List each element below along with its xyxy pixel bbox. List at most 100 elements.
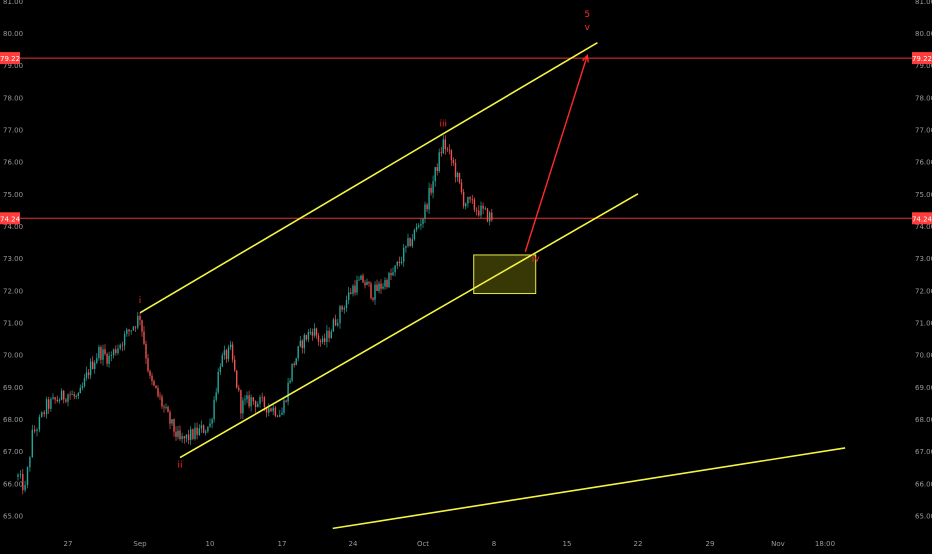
- price-tick-label-left: 71.00: [3, 320, 23, 328]
- candle-body: [147, 358, 149, 372]
- candle-body: [161, 396, 163, 407]
- time-axis[interactable]: [0, 538, 932, 550]
- candle-body: [244, 399, 246, 401]
- drawings-layer[interactable]: [139, 41, 846, 530]
- price-tick-label-right: 78.00: [915, 94, 932, 102]
- candle-body: [200, 425, 203, 429]
- candle-body: [403, 247, 405, 262]
- candle-body: [462, 192, 465, 207]
- candle-body: [192, 429, 194, 439]
- candle-body: [248, 395, 250, 407]
- candle-body: [246, 395, 248, 400]
- candle-body: [48, 399, 50, 409]
- candle-body: [324, 338, 326, 342]
- candle-body: [177, 430, 179, 437]
- candle-body: [43, 412, 45, 415]
- price-tick-label-left: 72.00: [3, 287, 23, 295]
- candle-body: [486, 208, 489, 222]
- candle-body: [81, 386, 84, 388]
- candle-body: [285, 400, 287, 402]
- candle-body: [194, 427, 196, 439]
- candle-body: [287, 382, 289, 402]
- price-tick-label-left: 76.00: [3, 159, 23, 167]
- price-levels-layer: [20, 57, 912, 219]
- price-tick-label-right: 75.00: [915, 191, 932, 199]
- price-axis-right[interactable]: 65.00 66.00 67.00 68.00 69.00 70.00 71.00 72.00…: [915, 0, 932, 521]
- candle-body: [234, 359, 236, 371]
- price-axis-left[interactable]: 65.00 66.00 67.00 68.00 69.00 70.00 71.00 72.00…: [3, 0, 23, 521]
- candle-body: [229, 344, 232, 348]
- wave-label-i: i: [139, 296, 142, 306]
- candle-body: [392, 272, 394, 276]
- price-tick-label-left: 66.00: [3, 480, 23, 488]
- candle-body: [207, 426, 209, 432]
- candle-body: [100, 347, 102, 360]
- candle-body: [378, 283, 380, 291]
- candle-body: [343, 307, 345, 310]
- candle-body: [394, 265, 396, 273]
- candle-body: [196, 427, 198, 435]
- candle-body: [446, 149, 448, 150]
- candle-body: [430, 188, 432, 193]
- candle-body: [159, 395, 161, 397]
- candle-body: [440, 152, 442, 154]
- wave-label-iii: iii: [440, 119, 448, 129]
- trend-line-channel-upper[interactable]: [139, 41, 598, 314]
- price-tick-label-left: 69.00: [3, 384, 23, 392]
- candle-body: [319, 341, 322, 342]
- candle-body: [63, 390, 65, 400]
- candle-body: [92, 361, 94, 369]
- price-tick-label-right: 76.00: [915, 159, 932, 167]
- candle-body: [34, 429, 36, 432]
- price-tick-label-right: 66.00: [915, 480, 932, 488]
- candle-body: [141, 320, 143, 332]
- candle-body: [478, 210, 480, 216]
- candle-body: [307, 331, 310, 340]
- candle-body: [163, 406, 165, 408]
- target-zone-box[interactable]: [473, 254, 537, 295]
- trend-line-long-support[interactable]: [332, 447, 846, 530]
- candle-body: [121, 344, 124, 346]
- trend-line-channel-lower[interactable]: [179, 193, 639, 459]
- candle-body: [236, 370, 238, 388]
- candle-body: [454, 162, 457, 178]
- candle-body: [465, 203, 467, 207]
- candle-body: [293, 363, 295, 366]
- candle-body: [409, 238, 411, 246]
- time-tick-label: Sep: [133, 540, 147, 548]
- candle-body: [426, 204, 428, 210]
- candle-body: [223, 350, 226, 356]
- candle-body: [450, 150, 453, 161]
- candle-body: [202, 425, 205, 433]
- candle-body: [75, 396, 77, 397]
- price-tick-label-right: 73.00: [915, 255, 932, 263]
- candle-body: [190, 429, 192, 440]
- candles-layer: [17, 135, 493, 495]
- price-tick-label-left: 79.00: [3, 62, 23, 70]
- candle-body: [137, 316, 139, 328]
- price-badge-right-label: 74.24: [912, 215, 932, 223]
- candle-body: [67, 394, 69, 402]
- candle-body: [36, 429, 38, 432]
- time-tick-label: 22: [634, 540, 643, 548]
- price-tick-label-right: 72.00: [915, 287, 932, 295]
- candle-body: [85, 372, 88, 378]
- candle-body: [315, 328, 318, 336]
- candle-body: [337, 323, 339, 326]
- candle-body: [45, 399, 48, 415]
- candle-body: [41, 412, 43, 417]
- candle-body: [217, 371, 219, 393]
- candle-body: [38, 416, 41, 430]
- candle-body: [215, 392, 217, 400]
- candle-body: [321, 338, 324, 342]
- price-tick-label-right: 74.00: [915, 223, 932, 231]
- projection-arrow-line[interactable]: [524, 55, 588, 252]
- price-tick-label-right: 69.00: [915, 384, 932, 392]
- price-tick-label-right: 79.00: [915, 62, 932, 70]
- candle-body: [428, 188, 430, 210]
- time-tick-label: 10: [206, 540, 215, 548]
- candle-body: [185, 434, 188, 439]
